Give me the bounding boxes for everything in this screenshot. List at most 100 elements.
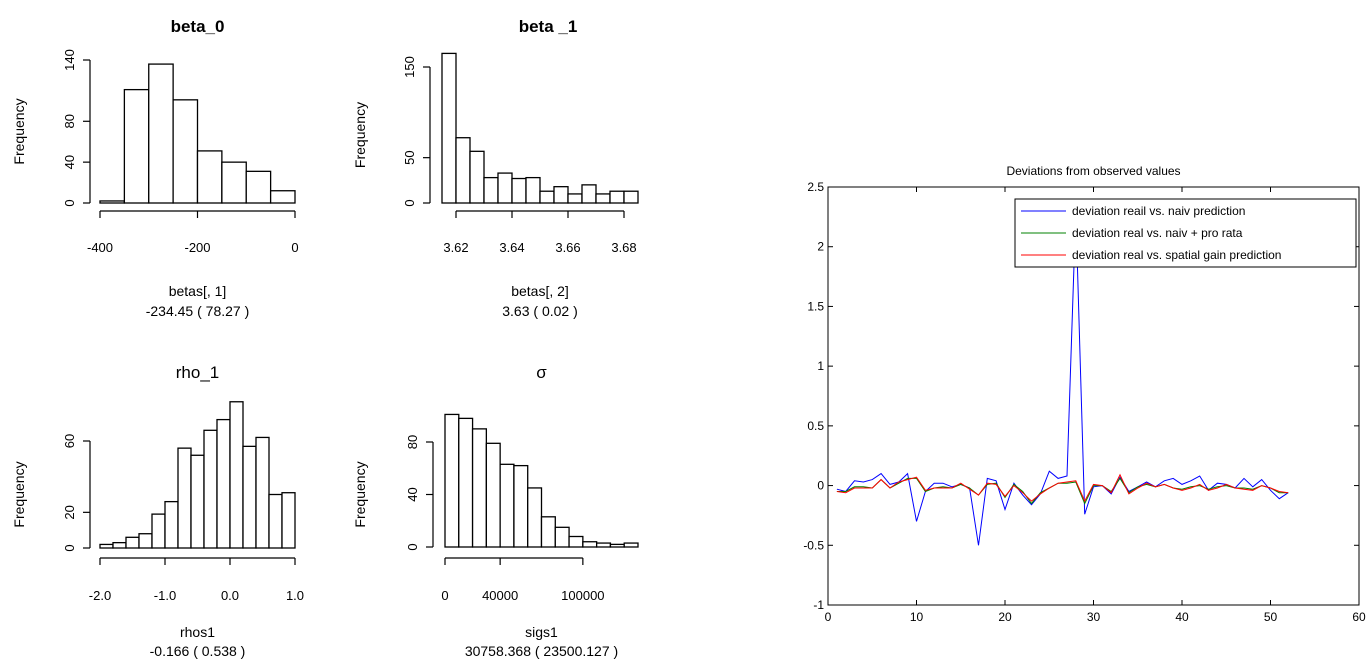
x-tick-label: 3.68 <box>611 240 636 255</box>
histogram-bar <box>151 513 166 549</box>
series-line-1 <box>836 210 1289 546</box>
legend-label: deviation real vs. spatial gain predicti… <box>1072 248 1281 262</box>
histogram-bar <box>99 200 126 204</box>
legend-box <box>1014 198 1357 268</box>
y-tick-label: 1.5 <box>807 299 824 313</box>
histogram-bar <box>269 190 296 204</box>
x-tick-label: -400 <box>87 240 113 255</box>
y-tick-label: -1 <box>813 598 824 612</box>
histogram-bar <box>469 150 485 204</box>
y-tick-label: 40 <box>62 155 77 169</box>
x-tick-label: 3.62 <box>443 240 468 255</box>
summary-statistic: 30758.368 ( 23500.127 ) <box>465 643 618 659</box>
histogram-bar <box>595 193 611 204</box>
chart-title: Deviations from observed values <box>1006 164 1180 178</box>
histogram-bar <box>99 543 114 549</box>
x-tick-label: 60 <box>1352 610 1366 624</box>
histogram-bar <box>268 493 283 549</box>
x-tick-label: 0 <box>291 240 298 255</box>
legend-label: deviation reail vs. naiv prediction <box>1072 204 1245 218</box>
histogram-bar <box>471 428 488 548</box>
histogram-bar <box>539 190 555 204</box>
histogram-bar <box>513 464 529 548</box>
x-tick-label: 1.0 <box>286 588 304 603</box>
summary-statistic: 3.63 ( 0.02 ) <box>502 303 578 319</box>
summary-statistic: -0.166 ( 0.538 ) <box>150 643 246 659</box>
x-tick-label: 100000 <box>561 588 604 603</box>
y-axis-label: Frequency <box>352 461 368 527</box>
x-tick-label: 30 <box>1087 610 1101 624</box>
histogram-bar <box>567 193 583 204</box>
histogram-sigma: 0 40000 100000 0 40 80 σ Frequency sigs1 30758.36… <box>352 363 639 659</box>
histogram-bar <box>581 184 597 204</box>
histogram-bar <box>281 492 296 549</box>
histogram-bar <box>172 99 199 204</box>
histogram-bar <box>190 454 205 549</box>
x-tick-label: -1.0 <box>154 588 176 603</box>
histogram-bar <box>483 176 499 204</box>
x-tick-label: 20 <box>998 610 1012 624</box>
histogram-bar <box>527 487 543 548</box>
x-tick-label: 0.0 <box>221 588 239 603</box>
histogram-bar <box>554 526 570 548</box>
x-tick-label: -2.0 <box>89 588 111 603</box>
x-axis-label: rhos1 <box>180 624 215 640</box>
histogram-bar <box>245 170 272 204</box>
histogram-bar <box>455 137 471 204</box>
histogram-bar <box>609 543 625 548</box>
histogram-bar <box>164 500 179 549</box>
histogram-bar <box>112 542 127 549</box>
y-tick-label: 0 <box>405 543 420 550</box>
histogram-bar <box>148 63 174 204</box>
histogram-bar <box>229 401 244 549</box>
x-axis-label: betas[, 2] <box>511 283 569 299</box>
y-axis-label: Frequency <box>11 98 27 164</box>
histogram-rho-1: -2.0 -1.0 0.0 1.0 0 20 60 rho_1 Frequency rhos1 -0… <box>11 363 304 659</box>
y-tick-label: 20 <box>62 505 77 519</box>
histogram-bar <box>216 418 231 549</box>
histogram-bar <box>458 417 474 548</box>
x-tick-label: 3.64 <box>499 240 524 255</box>
histogram-bar <box>125 536 140 549</box>
histogram-beta-0: -400 -200 0 0 40 80 140 beta_0 Frequency betas[, … <box>11 17 299 319</box>
histogram-bar <box>623 542 639 548</box>
summary-statistic: -234.45 ( 78.27 ) <box>146 303 250 319</box>
x-axis-label: sigs1 <box>525 624 558 640</box>
x-tick-label: 10 <box>910 610 924 624</box>
x-axis-label: betas[, 1] <box>169 283 227 299</box>
series-line-3 <box>836 473 1289 503</box>
histogram-bar <box>441 52 457 204</box>
histogram-bar <box>623 190 639 204</box>
histogram-bar <box>485 442 501 548</box>
histogram-bar <box>553 186 569 204</box>
x-tick-label: 0 <box>441 588 448 603</box>
histogram-beta-1: 3.62 3.64 3.66 3.68 0 50 150 beta _1 Frequency be… <box>352 17 639 319</box>
histogram-bar <box>540 516 556 548</box>
histogram-bar <box>242 445 257 549</box>
x-tick-label: 40000 <box>482 588 518 603</box>
histogram-bar <box>609 190 625 204</box>
y-tick-label: -0.5 <box>803 538 824 552</box>
y-tick-label: 80 <box>62 114 77 128</box>
chart-title: σ <box>536 363 547 382</box>
y-tick-label: 40 <box>405 487 420 501</box>
legend-label: deviation real vs. naiv + pro rata <box>1072 226 1243 240</box>
histogram-bar <box>497 172 513 204</box>
histogram-bar <box>525 176 541 204</box>
y-tick-label: 80 <box>405 435 420 449</box>
y-tick-label: 140 <box>62 49 77 71</box>
y-axis-label: Frequency <box>352 102 368 168</box>
y-tick-label: 2 <box>817 240 824 254</box>
x-tick-label: 50 <box>1264 610 1278 624</box>
histogram-bar <box>595 542 612 548</box>
y-tick-label: 0.5 <box>807 419 824 433</box>
histogram-bar <box>221 161 247 204</box>
y-tick-label: 0 <box>62 199 77 206</box>
histogram-bar <box>123 88 150 204</box>
histogram-bar <box>177 447 192 549</box>
x-tick-label: 3.66 <box>555 240 580 255</box>
chart-title: rho_1 <box>176 363 219 382</box>
histogram-bar <box>255 436 270 549</box>
